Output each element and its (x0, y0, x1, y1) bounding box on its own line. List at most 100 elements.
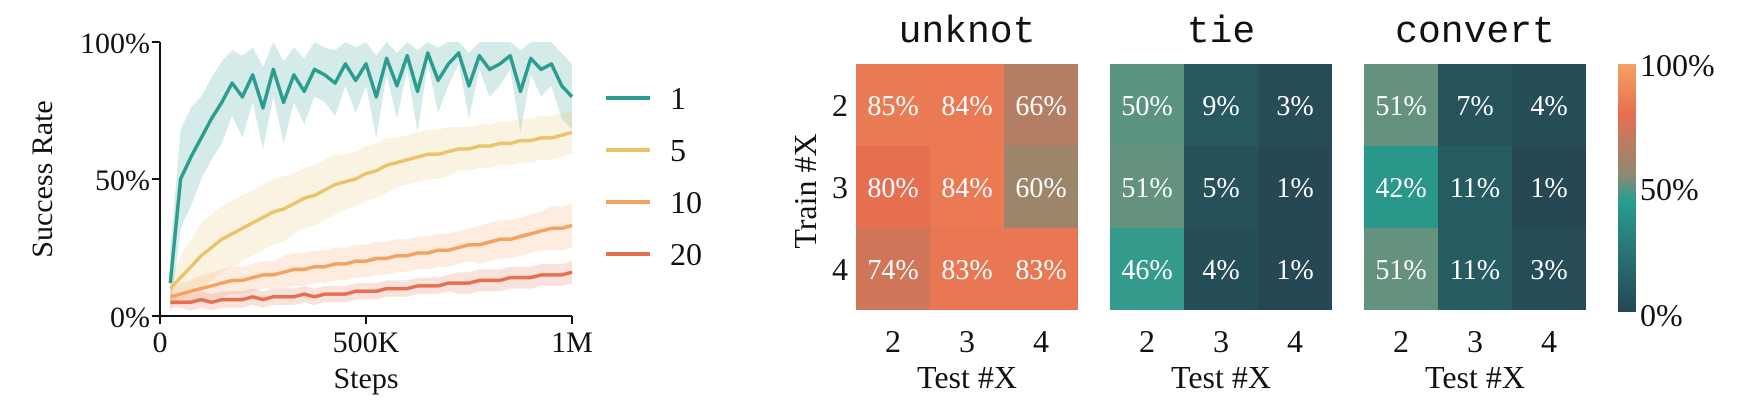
band-series-10 (170, 203, 573, 305)
heatmap-panel-unknot: 85% 84% 66% 80% 84% 60% 74% 83% 83% unknot 2 3 4 Test… (856, 11, 1078, 395)
legend-label-10: 10 (670, 184, 702, 220)
heatmap-x-axis-label: Test #X (1425, 359, 1525, 395)
line-series-5 (169, 130, 573, 290)
heatmap-cell-label: 84% (941, 91, 992, 122)
heatmap-cell (1004, 64, 1078, 146)
heatmap-cell-label: 51% (1375, 255, 1426, 286)
heatmap-cell (1512, 64, 1586, 146)
heatmap-cell-label: 83% (1015, 255, 1066, 286)
heatmap-cell (1258, 64, 1332, 146)
heatmap-cell-label: 9% (1202, 91, 1239, 122)
heatmap-col-tick: 2 (885, 323, 901, 359)
heatmap-cell-label: 83% (941, 255, 992, 286)
series-lines (168, 51, 574, 305)
colorbar-tick-bottom: 0% (1640, 297, 1683, 333)
heatmap-cell-label: 1% (1530, 173, 1567, 204)
heatmap-cell (856, 146, 930, 228)
heatmap-row-tick: 3 (832, 169, 848, 205)
heatmap-cell (930, 64, 1004, 146)
heatmap-cell-label: 46% (1121, 255, 1172, 286)
heatmap-cell (1512, 228, 1586, 310)
heatmaps: Train #X 2 3 4 85% 84% 66% 80% 84% 60% 74% 83% 83%… (787, 11, 1715, 395)
y-tick-label: 100% (80, 27, 150, 60)
heatmap-title-tie: tie (1187, 11, 1255, 54)
heatmap-cell (1512, 146, 1586, 228)
heatmap-col-tick: 4 (1033, 323, 1049, 359)
heatmap-cell-label: 4% (1530, 91, 1567, 122)
heatmap-cell-label: 66% (1015, 91, 1066, 122)
heatmap-x-axis-label: Test #X (1171, 359, 1271, 395)
heatmap-row-tick: 2 (832, 87, 848, 123)
heatmap-cell-label: 11% (1450, 255, 1500, 286)
x-tick-label: 500K (333, 326, 400, 359)
heatmap-cell (1004, 228, 1078, 310)
heatmap-cell-label: 42% (1375, 173, 1426, 204)
heatmap-title-unknot: unknot (899, 11, 1036, 54)
line-series-1 (168, 51, 574, 284)
heatmap-col-tick: 2 (1393, 323, 1409, 359)
colorbar-gradient (1618, 64, 1636, 312)
x-tick-label: 1M (551, 326, 593, 359)
heatmap-cell-label: 50% (1121, 91, 1172, 122)
heatmap-panel-tie: 50% 9% 3% 51% 5% 1% 46% 4% 1% tie 2 3 4 Test #X (1110, 11, 1332, 395)
band-series-1 (170, 42, 573, 316)
y-axis-label: Success Rate (26, 100, 59, 257)
heatmap-cell-label: 84% (941, 173, 992, 204)
heatmap-cell-label: 7% (1456, 91, 1493, 122)
legend-label-1: 1 (670, 80, 686, 116)
legend-label-5: 5 (670, 132, 686, 168)
heatmap-cell-label: 85% (867, 91, 918, 122)
heatmap-cell (930, 228, 1004, 310)
heatmap-cell (1364, 146, 1438, 228)
heatmap-title-convert: convert (1395, 11, 1555, 54)
heatmap-cell (1258, 146, 1332, 228)
x-tick-label: 0 (153, 326, 168, 359)
line-series-20 (170, 270, 573, 305)
heatmap-cell (1110, 64, 1184, 146)
heatmap-cell (1438, 228, 1512, 310)
colorbar-tick-middle: 50% (1640, 171, 1699, 207)
heatmap-cell (856, 64, 930, 146)
heatmap-col-tick: 3 (959, 323, 975, 359)
heatmap-y-axis-label: Train #X (787, 133, 823, 248)
heatmap-cell (1438, 64, 1512, 146)
y-tick-label: 0% (110, 301, 150, 334)
heatmap-cell (856, 228, 930, 310)
heatmap-x-axis-label: Test #X (917, 359, 1017, 395)
heatmap-col-tick: 4 (1287, 323, 1303, 359)
heatmap-cell-label: 11% (1450, 173, 1500, 204)
heatmap-cell (1004, 146, 1078, 228)
heatmap-row-ticks: 2 3 4 (832, 87, 848, 287)
heatmap-col-tick: 2 (1139, 323, 1155, 359)
heatmap-col-tick: 4 (1541, 323, 1557, 359)
heatmap-col-tick: 3 (1213, 323, 1229, 359)
heatmap-cell-label: 1% (1276, 255, 1313, 286)
y-ticks: 0% 50% 100% (80, 27, 160, 334)
heatmap-cell (1184, 228, 1258, 310)
heatmap-cell-label: 3% (1530, 255, 1567, 286)
heatmap-cell-label: 51% (1375, 91, 1426, 122)
heatmap-panel-convert: 51% 7% 4% 42% 11% 1% 51% 11% 3% convert 2 3 4 Test #X (1364, 11, 1586, 395)
band-series-5 (170, 110, 573, 300)
line-chart: 0%50%100% 0 500K 1M Success Rate Steps 151… (26, 27, 702, 395)
heatmap-cell (1110, 146, 1184, 228)
legend: 1 5 10 20 (606, 80, 702, 272)
heatmap-cell (930, 146, 1004, 228)
heatmap-cell (1364, 64, 1438, 146)
heatmap-cell (1110, 228, 1184, 310)
heatmap-row-tick: 4 (832, 251, 848, 287)
heatmap-cell-label: 60% (1015, 173, 1066, 204)
heatmap-cell (1258, 228, 1332, 310)
colorbar: 100% 50% 0% (1618, 47, 1715, 333)
heatmap-cell-label: 4% (1202, 255, 1239, 286)
colorbar-tick-top: 100% (1640, 47, 1715, 83)
heatmap-cell (1438, 146, 1512, 228)
heatmap-panels: 85% 84% 66% 80% 84% 60% 74% 83% 83% unknot 2 3 4 Test… (856, 11, 1586, 395)
heatmap-cell-label: 1% (1276, 173, 1313, 204)
heatmap-cell (1184, 64, 1258, 146)
heatmap-cell (1364, 228, 1438, 310)
heatmap-cell (1184, 146, 1258, 228)
heatmap-cell-label: 3% (1276, 91, 1313, 122)
heatmap-cell-label: 51% (1121, 173, 1172, 204)
